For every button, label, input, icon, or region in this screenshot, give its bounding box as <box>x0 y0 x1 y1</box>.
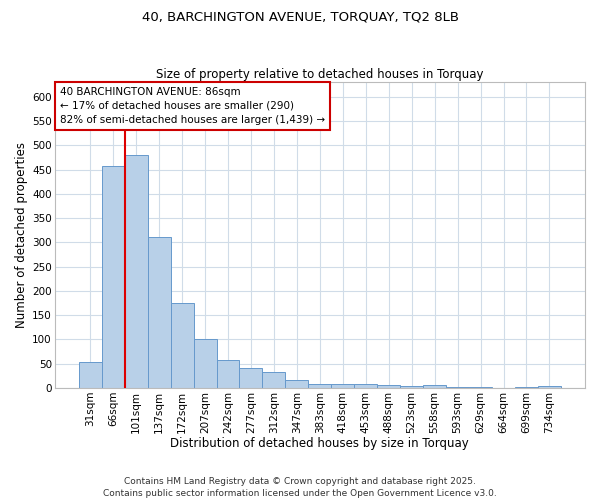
Bar <box>400 386 423 388</box>
Bar <box>102 166 125 388</box>
Bar <box>423 384 446 388</box>
Bar <box>79 362 102 388</box>
Bar <box>286 380 308 388</box>
Bar <box>354 384 377 388</box>
Bar <box>377 385 400 388</box>
Bar <box>239 368 262 388</box>
Text: 40, BARCHINGTON AVENUE, TORQUAY, TQ2 8LB: 40, BARCHINGTON AVENUE, TORQUAY, TQ2 8LB <box>142 10 458 23</box>
X-axis label: Distribution of detached houses by size in Torquay: Distribution of detached houses by size … <box>170 437 469 450</box>
Bar <box>125 155 148 388</box>
Text: 40 BARCHINGTON AVENUE: 86sqm
← 17% of detached houses are smaller (290)
82% of s: 40 BARCHINGTON AVENUE: 86sqm ← 17% of de… <box>60 87 325 125</box>
Text: Contains HM Land Registry data © Crown copyright and database right 2025.
Contai: Contains HM Land Registry data © Crown c… <box>103 476 497 498</box>
Bar <box>538 386 561 388</box>
Bar <box>262 372 286 388</box>
Y-axis label: Number of detached properties: Number of detached properties <box>15 142 28 328</box>
Bar <box>308 384 331 388</box>
Bar <box>194 340 217 388</box>
Title: Size of property relative to detached houses in Torquay: Size of property relative to detached ho… <box>156 68 484 81</box>
Bar <box>170 303 194 388</box>
Bar <box>148 236 170 388</box>
Bar <box>217 360 239 388</box>
Bar <box>331 384 354 388</box>
